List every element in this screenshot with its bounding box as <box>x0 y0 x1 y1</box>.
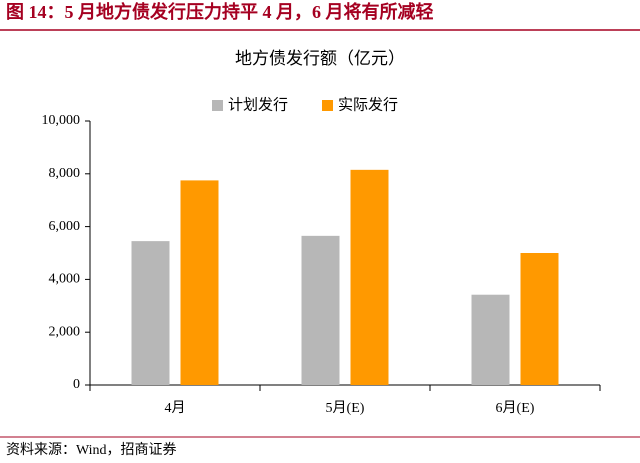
bar <box>131 241 170 385</box>
y-tick-label: 6,000 <box>49 219 81 234</box>
y-tick-label: 8,000 <box>49 166 81 181</box>
chart-title: 地方债发行额（亿元） <box>235 49 405 68</box>
legend-label: 计划发行 <box>228 96 288 113</box>
bar <box>350 169 389 385</box>
x-tick-label: 4月 <box>165 400 186 416</box>
source: 资料来源：Wind，招商证券 <box>6 442 177 458</box>
bar <box>180 180 219 385</box>
bar <box>520 253 559 385</box>
y-tick-label: 0 <box>73 377 80 392</box>
legend-swatch <box>322 100 333 111</box>
legend-label: 实际发行 <box>338 96 398 113</box>
x-tick-label: 5月(E) <box>326 400 365 416</box>
x-tick-label: 6月(E) <box>496 400 535 416</box>
y-tick-label: 4,000 <box>49 272 81 287</box>
y-tick-label: 10,000 <box>42 113 81 128</box>
bar <box>471 294 510 385</box>
y-tick-label: 2,000 <box>49 324 81 339</box>
bar <box>301 235 340 385</box>
figure-title: 图 14：5 月地方债发行压力持平 4 月，6 月将有所减轻 <box>6 1 434 22</box>
legend-swatch <box>212 100 223 111</box>
